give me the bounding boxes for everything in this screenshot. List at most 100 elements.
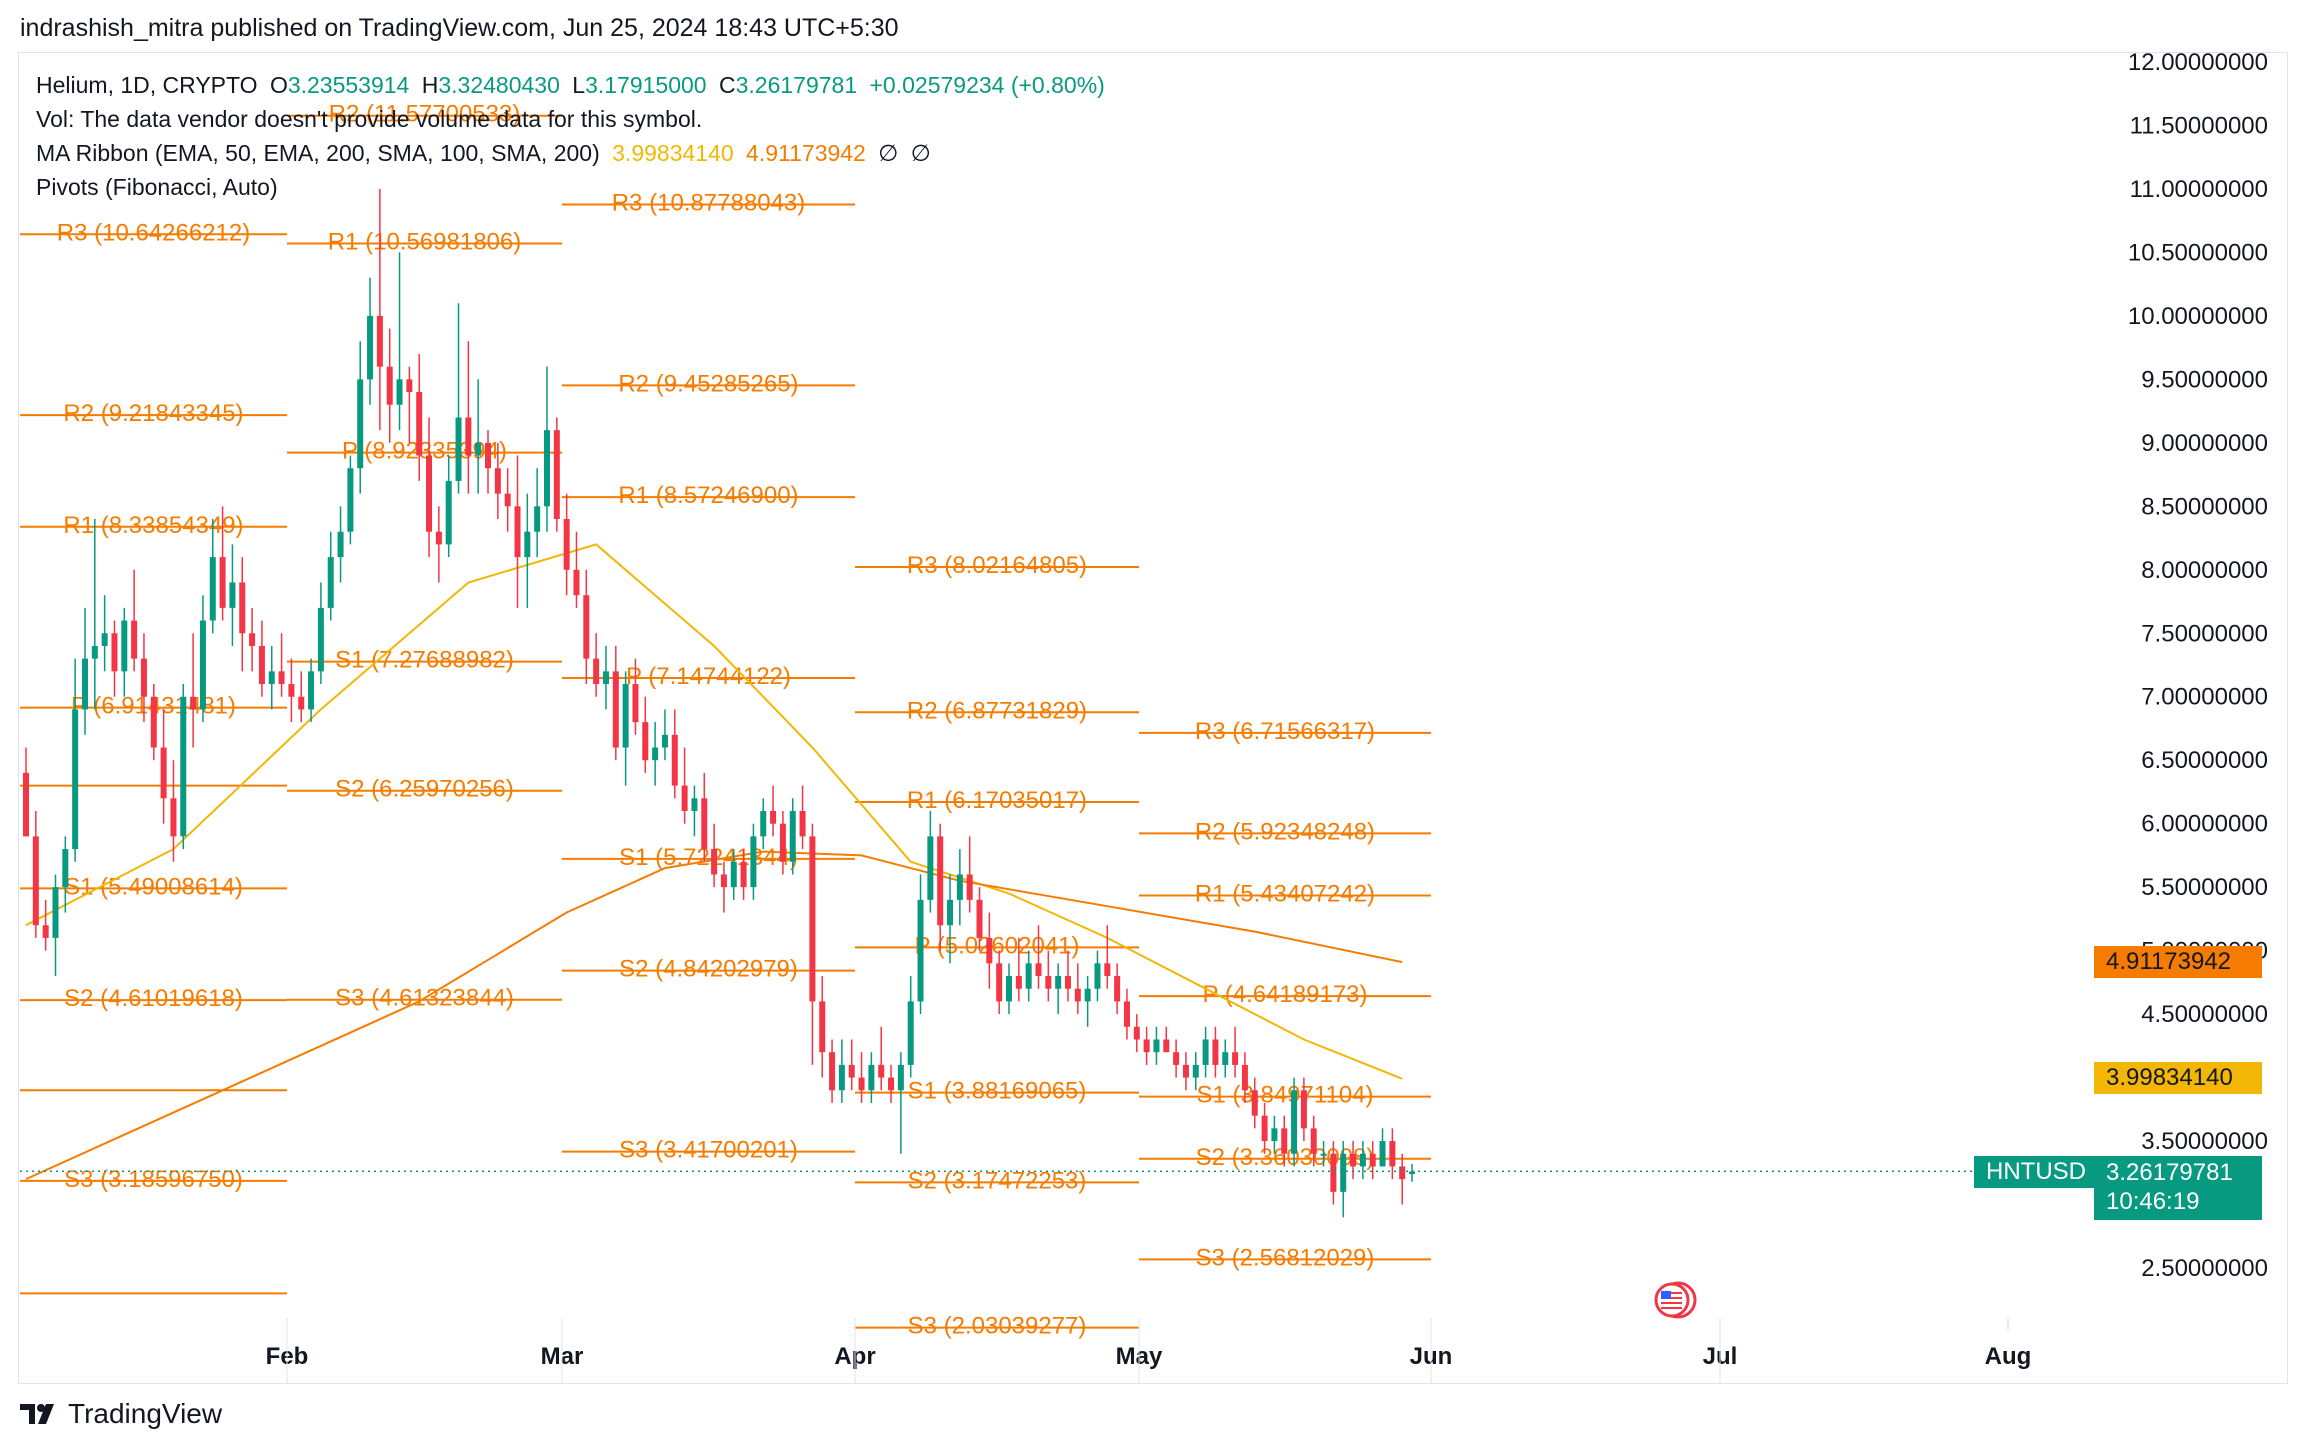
y-tick-label: 11.50000000: [2130, 112, 2268, 139]
candle-body: [711, 849, 718, 875]
candle-body: [720, 874, 727, 888]
candle-body: [111, 633, 118, 672]
candle-body: [268, 671, 275, 685]
pivot-label: R3 (6.71566317): [1195, 718, 1375, 745]
candle-body: [1055, 976, 1062, 989]
candle-body: [219, 557, 226, 608]
x-tick-label: Aug: [1985, 1343, 2032, 1370]
candle-body: [1064, 976, 1071, 989]
candle-body: [1192, 1064, 1199, 1078]
y-tick-label: 10.00000000: [2128, 303, 2268, 330]
candle-body: [622, 684, 629, 748]
y-tick-label: 10.50000000: [2128, 239, 2268, 266]
candle-body: [1241, 1064, 1248, 1091]
candle-body: [101, 633, 108, 646]
candle-body: [740, 861, 747, 888]
candle-body: [553, 430, 560, 520]
candle-body: [1271, 1128, 1278, 1142]
candle-body: [799, 810, 806, 837]
candle-body: [701, 798, 708, 850]
ema50-line: [25, 543, 1403, 1080]
pivot-levels: R3 (10.64266212) R2 (9.21843345) R1 (8.338…: [20, 101, 1431, 1340]
candle-body: [750, 836, 757, 888]
candle-body: [396, 379, 403, 405]
pivot-label: R3 (8.02164805): [907, 552, 1087, 579]
candle-body: [730, 861, 737, 888]
candle-body: [671, 734, 678, 786]
pivot-label: S3 (3.41700201): [619, 1137, 798, 1164]
y-tick-label: 12.00000000: [2128, 49, 2268, 76]
candle-body: [258, 645, 265, 685]
candle-body: [1310, 1128, 1317, 1154]
candle-body: [917, 899, 924, 1002]
candle-body: [612, 671, 619, 748]
pivot-label: P (8.92335394): [342, 438, 507, 465]
y-tick-label: 6.00000000: [2141, 811, 2268, 838]
tradingview-logo-icon: [20, 1404, 54, 1424]
tradingview-footer[interactable]: TradingView: [20, 1398, 222, 1430]
candle-body: [661, 734, 668, 748]
candle-body: [1123, 1001, 1130, 1027]
last-price: 3.26179781: [2106, 1159, 2233, 1186]
pivot-label: R1 (5.43407242): [1195, 881, 1375, 908]
pivot-label: R1 (6.17035017): [907, 787, 1087, 814]
candle-body: [1025, 963, 1032, 989]
y-tick-label: 9.00000000: [2141, 430, 2268, 457]
ma-ribbon-lines: [25, 543, 1403, 1181]
candle-body: [180, 696, 187, 837]
y-tick-label: 5.50000000: [2141, 874, 2268, 901]
candle-body: [888, 1077, 895, 1091]
candle-body: [288, 684, 295, 697]
candle-body: [23, 772, 29, 837]
candle-body: [1173, 1052, 1180, 1065]
candle-body: [62, 849, 69, 888]
candle-body: [170, 798, 177, 837]
ma-null-2: ∅: [910, 140, 931, 166]
candle-body: [760, 810, 767, 837]
candle-body: [1015, 976, 1022, 989]
us-flag-icon[interactable]: [1652, 1280, 1706, 1320]
candle-body: [278, 671, 285, 685]
candle-body: [1330, 1153, 1337, 1192]
candle-body: [602, 671, 609, 685]
pivot-label: S1 (5.49008614): [64, 873, 243, 900]
candle-body: [868, 1064, 875, 1091]
candle-body: [897, 1064, 904, 1091]
y-tick-label: 7.50000000: [2141, 620, 2268, 647]
candle-body: [809, 836, 816, 1002]
ma-value-ema200: 4.91173942: [746, 140, 866, 166]
candle-body: [426, 455, 433, 532]
candle-body: [150, 696, 157, 748]
candle-body: [199, 620, 206, 710]
candle-body: [1212, 1039, 1219, 1065]
candle-body: [514, 506, 521, 558]
candle-body: [386, 366, 393, 405]
candle-body: [779, 823, 786, 862]
pivot-label: R2 (9.45285265): [618, 370, 798, 397]
time-axis: Feb Mar Apr May Jun Jul Aug: [266, 1318, 2032, 1384]
pivot-label: S1 (5.72241344): [619, 844, 798, 871]
candle-body: [1379, 1141, 1386, 1167]
pivot-label: S3 (2.56812029): [1196, 1244, 1375, 1271]
candle-body: [1163, 1039, 1170, 1053]
candle-body: [573, 569, 580, 596]
candle-body: [249, 633, 256, 646]
candle-body: [878, 1064, 885, 1078]
candle-body: [91, 645, 98, 659]
candle-body: [534, 506, 541, 532]
candle-body: [858, 1077, 865, 1091]
candle-body: [327, 557, 334, 608]
candle-body: [848, 1064, 855, 1078]
candle-body: [1232, 1052, 1239, 1065]
candle-body: [1389, 1141, 1396, 1167]
pivot-label: S1 (7.27688982): [335, 647, 514, 674]
candle-body: [494, 468, 501, 494]
tradingview-brand: TradingView: [68, 1398, 223, 1429]
candle-body: [966, 874, 973, 900]
candle-body: [632, 684, 639, 723]
candle-body: [52, 887, 59, 938]
y-tick-label: 8.00000000: [2141, 557, 2268, 584]
y-tick-label: 2.50000000: [2141, 1255, 2268, 1282]
pivot-label: R1 (8.57246900): [618, 482, 798, 509]
